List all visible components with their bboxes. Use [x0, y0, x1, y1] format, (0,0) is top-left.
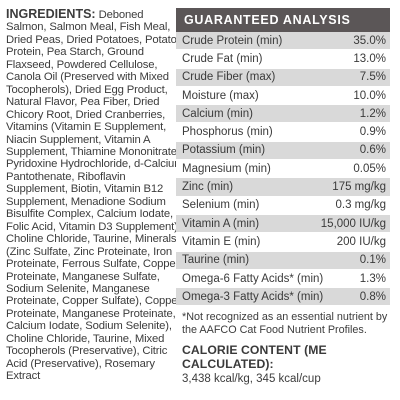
ingredients-line: Extract	[6, 370, 41, 383]
analysis-title: GUARANTEED ANALYSIS	[176, 8, 390, 32]
nutrient-label: Vitamin E (min)	[182, 235, 261, 248]
ingredients-line: Supplement, Menadione Sodium	[6, 195, 166, 208]
nutrient-label: Crude Protein (min)	[182, 34, 283, 47]
analysis-row: Potassium (min) 0.6%	[176, 141, 390, 161]
analysis-footnote: *Not recognized as an essential nutrient…	[182, 311, 390, 336]
nutrient-label: Selenium (min)	[182, 199, 260, 212]
ingredients-line: Tocopherols), Dried Egg Product,	[6, 83, 168, 96]
analysis-row: Moisture (max) 10.0%	[176, 86, 390, 106]
calorie-content-value: 3,438 kcal/kg, 345 kcal/cup	[182, 372, 321, 385]
nutrient-value: 0.3 mg/kg	[335, 199, 387, 212]
ingredients-line: Pantothenate, Riboflavin	[6, 170, 126, 183]
ingredients-line: Supplement, Thiamine Mononitrate,	[6, 145, 180, 158]
guaranteed-analysis-panel: GUARANTEED ANALYSIS Crude Protein (min) 3…	[176, 8, 390, 385]
nutrient-value: 1.3%	[359, 272, 386, 285]
analysis-row: Selenium (min) 0.3 mg/kg	[176, 196, 390, 215]
nutrient-label: Vitamin A (min)	[182, 217, 260, 230]
analysis-row: Vitamin A (min) 15,000 IU/kg	[176, 214, 390, 234]
nutrient-label: Zinc (min)	[182, 181, 234, 194]
ingredients-line: Calcium Iodate, Sodium Selenite),	[6, 320, 172, 333]
ingredients-line: Choline Chloride, Taurine, Minerals	[6, 233, 177, 246]
nutrient-label: Potassium (min)	[182, 144, 266, 157]
nutrient-value: 0.8%	[359, 290, 386, 303]
ingredients-line: Proteinate, Manganese Sulfate,	[6, 270, 160, 283]
nutrient-value: 10.0%	[353, 89, 386, 102]
ingredients-line: Proteinate, Ferrous Sulfate, Copper	[6, 258, 180, 271]
analysis-row: Vitamin E (min) 200 IU/kg	[176, 233, 390, 252]
analysis-row: Taurine (min) 0.1%	[176, 251, 390, 270]
nutrient-value: 200 IU/kg	[336, 235, 386, 248]
nutrient-value: 0.6%	[359, 144, 386, 157]
nutrient-label: Magnesium (min)	[182, 162, 271, 175]
analysis-row: Crude Fiber (max) 7.5%	[176, 68, 390, 87]
footnote-line: the AAFCO Cat Food Nutrient Profiles.	[182, 324, 367, 337]
footnote-line: *Not recognized as an essential nutrient…	[182, 311, 388, 324]
analysis-row: Zinc (min) 175 mg/kg	[176, 178, 390, 197]
ingredients-line: Vitamins (Vitamin E Supplement,	[6, 121, 167, 134]
ingredients-line: Bisulfite Complex, Calcium Iodate,	[6, 208, 173, 221]
analysis-row: Omega-3 Fatty Acids* (min) 0.8%	[176, 288, 390, 307]
ingredients-line: (Zinc Sulfate, Zinc Proteinate, Iron	[6, 245, 173, 258]
analysis-row: Phosphorus (min) 0.9%	[176, 123, 390, 142]
analysis-row: Crude Protein (min) 35.0%	[176, 32, 390, 51]
nutrient-label: Omega-3 Fatty Acids* (min)	[182, 290, 324, 303]
ingredients-line: Supplement, Biotin, Vitamin B12	[6, 183, 164, 196]
ingredients-line: Pyridoxine Hydrochloride, d-Calcium	[6, 158, 184, 171]
nutrient-value: 1.2%	[359, 107, 386, 120]
analysis-row: Calcium (min) 1.2%	[176, 105, 390, 124]
ingredients-line: Acid (Preservative), Rosemary	[6, 357, 155, 370]
nutrient-value: 7.5%	[359, 71, 386, 84]
nutrient-label: Crude Fat (min)	[182, 52, 263, 65]
nutrient-value: 35.0%	[353, 34, 386, 47]
calorie-content-title: CALORIE CONTENT (ME CALCULATED):	[182, 342, 327, 371]
analysis-row: Omega-6 Fatty Acids* (min) 1.3%	[176, 269, 390, 289]
nutrient-value: 15,000 IU/kg	[320, 217, 386, 230]
analysis-row: Magnesium (min) 0.05%	[176, 160, 390, 179]
ingredients-block: INGREDIENTS: Deboned Salmon, Salmon Meal…	[6, 8, 184, 383]
ingredients-line: Flaxseed, Powdered Cellulose,	[6, 58, 158, 71]
ingredients-first-line: INGREDIENTS: Deboned	[6, 8, 172, 21]
nutrient-value: 175 mg/kg	[332, 181, 386, 194]
ingredients-line: Niacin Supplement, Vitamin A	[6, 133, 151, 146]
ingredients-line: Natural Flavor, Pea Fiber, Dried	[6, 96, 160, 109]
ingredients-line: Proteinate, Manganese Proteinate,	[6, 307, 176, 320]
analysis-row: Crude Fat (min) 13.0%	[176, 50, 390, 69]
nutrient-value: 13.0%	[353, 52, 386, 65]
nutrient-label: Calcium (min)	[182, 107, 253, 120]
nutrient-value: 0.1%	[359, 254, 386, 267]
analysis-table: Crude Protein (min) 35.0% Crude Fat (min) 1…	[176, 32, 390, 307]
nutrient-value: 0.9%	[359, 126, 386, 139]
ingredients-line: Proteinate, Copper Sulfate), Copper	[6, 295, 181, 308]
nutrient-label: Phosphorus (min)	[182, 126, 273, 139]
nutrient-label: Moisture (max)	[182, 89, 259, 102]
nutrient-value: 0.05%	[353, 162, 386, 175]
ingredients-line: Choline Chloride, Taurine, Mixed	[6, 332, 165, 345]
ingredients-line: Sodium Selenite, Manganese	[6, 282, 150, 295]
ingredients-line: Canola Oil (Preserved with Mixed	[6, 71, 169, 84]
ingredients-line: Chicory Root, Dried Cranberries,	[6, 108, 166, 121]
ingredients-first-text: Deboned	[98, 9, 144, 21]
nutrient-label: Omega-6 Fatty Acids* (min)	[182, 272, 324, 285]
ingredients-lines: Salmon, Salmon Meal, Fish Meal, Dried Pea…	[6, 21, 184, 383]
ingredients-line: Protein, Pea Starch, Ground	[6, 46, 144, 59]
ingredients-line: Folic Acid, Vitamin D3 Supplement),	[6, 220, 181, 233]
nutrient-label: Crude Fiber (max)	[182, 71, 276, 84]
nutrient-label: Taurine (min)	[182, 254, 250, 267]
ingredients-line: Dried Peas, Dried Potatoes, Potato	[6, 33, 177, 46]
ingredients-line: Salmon, Salmon Meal, Fish Meal,	[6, 21, 171, 34]
ingredients-heading: INGREDIENTS:	[6, 7, 96, 21]
ingredients-line: Tocopherols (Preservative), Citric	[6, 345, 168, 358]
